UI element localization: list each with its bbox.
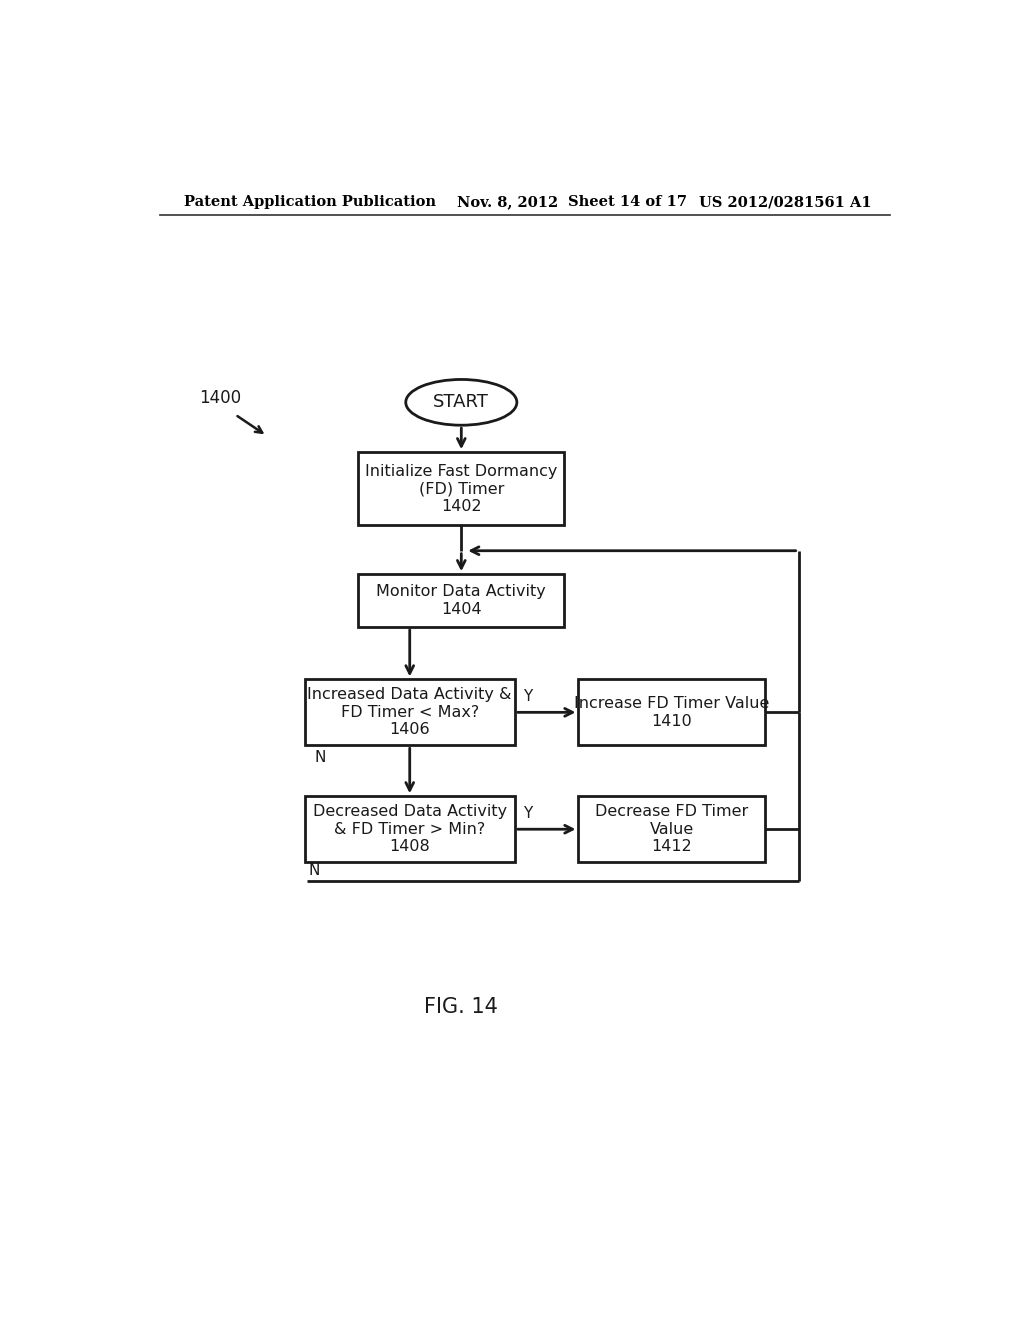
Text: 1400: 1400 [200, 389, 242, 408]
FancyBboxPatch shape [358, 574, 564, 627]
Text: FIG. 14: FIG. 14 [424, 997, 499, 1018]
FancyBboxPatch shape [304, 796, 515, 862]
Text: N: N [308, 862, 319, 878]
Ellipse shape [406, 379, 517, 425]
FancyBboxPatch shape [358, 453, 564, 525]
Text: Y: Y [523, 807, 532, 821]
Text: N: N [314, 751, 326, 766]
FancyBboxPatch shape [579, 680, 765, 746]
Text: Increased Data Activity &
FD Timer < Max?
1406: Increased Data Activity & FD Timer < Max… [307, 688, 512, 738]
Text: US 2012/0281561 A1: US 2012/0281561 A1 [699, 195, 872, 209]
Text: Decreased Data Activity
& FD Timer > Min?
1408: Decreased Data Activity & FD Timer > Min… [312, 804, 507, 854]
Text: Decrease FD Timer
Value
1412: Decrease FD Timer Value 1412 [595, 804, 749, 854]
Text: Nov. 8, 2012: Nov. 8, 2012 [458, 195, 559, 209]
Text: Sheet 14 of 17: Sheet 14 of 17 [568, 195, 687, 209]
Text: Increase FD Timer Value
1410: Increase FD Timer Value 1410 [573, 696, 769, 729]
Text: Y: Y [523, 689, 532, 704]
Text: START: START [433, 393, 489, 412]
Text: Initialize Fast Dormancy
(FD) Timer
1402: Initialize Fast Dormancy (FD) Timer 1402 [366, 463, 557, 513]
Text: Monitor Data Activity
1404: Monitor Data Activity 1404 [377, 585, 546, 616]
FancyBboxPatch shape [579, 796, 765, 862]
FancyBboxPatch shape [304, 680, 515, 746]
Text: Patent Application Publication: Patent Application Publication [183, 195, 435, 209]
